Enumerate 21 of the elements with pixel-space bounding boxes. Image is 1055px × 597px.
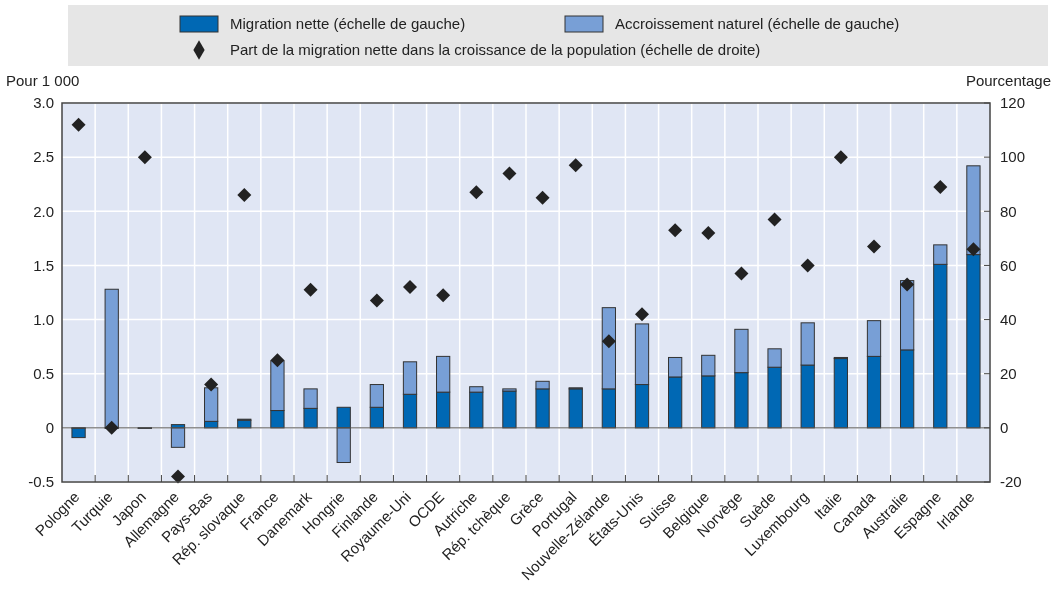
y-tick-label: 2.5: [33, 148, 54, 166]
y2-tick-label: 40: [1000, 310, 1017, 328]
y-tick-label: 1.5: [33, 256, 54, 274]
legend-label: Migration nette (échelle de gauche): [230, 15, 466, 33]
y-tick-label: 0: [45, 419, 54, 437]
legend-label: Part de la migration nette dans la croissance de la population (échelle de droite): [230, 41, 761, 59]
y2-tick-label: 80: [1000, 202, 1017, 220]
y-tick-label: 3.0: [33, 94, 54, 112]
y2-tick-label: 20: [1000, 365, 1017, 383]
y2-tick-label: 100: [1000, 148, 1026, 166]
legend-label: Accroissement naturel (échelle de gauche): [615, 15, 900, 33]
y2-tick-label: 0: [1000, 419, 1009, 437]
y2-tick-label: 60: [1000, 256, 1017, 274]
y-tick-label: 0.5: [33, 365, 54, 383]
y-axis-title: Pour 1 000: [6, 72, 80, 89]
y-tick-label: 1.0: [33, 310, 54, 328]
y2-tick-label: 120: [1000, 94, 1026, 112]
y-tick-label: 2.0: [33, 202, 54, 220]
y2-axis-title: Pourcentage: [965, 72, 1051, 89]
y-tick-label: -0.5: [28, 473, 54, 491]
y2-tick-label: -20: [1000, 473, 1022, 491]
